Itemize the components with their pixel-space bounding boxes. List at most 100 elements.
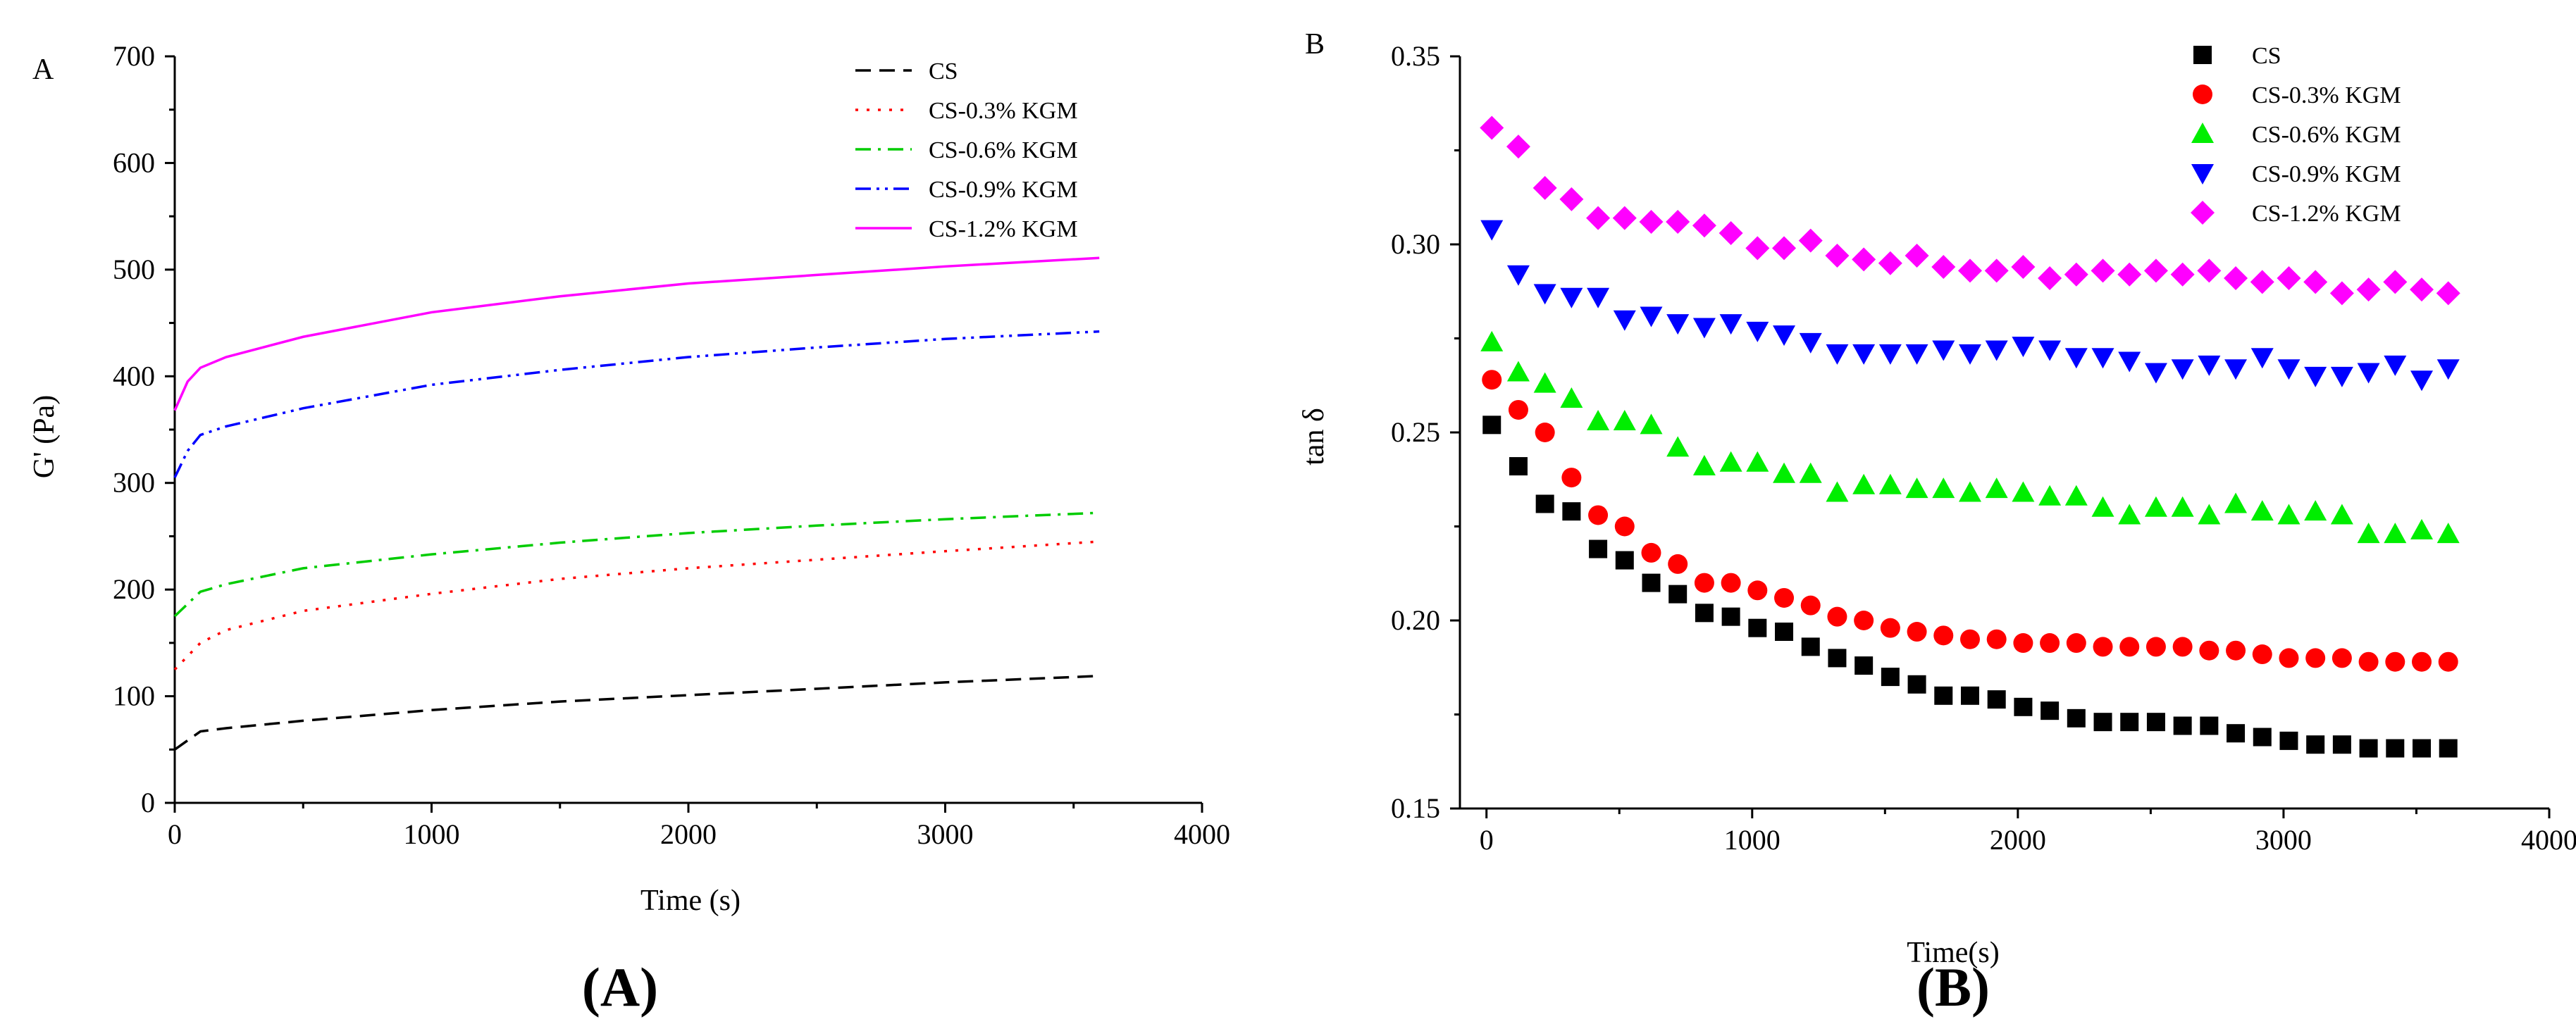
panel-b-data-point: [2384, 523, 2407, 544]
panel-a-x-tick-label: 3000: [917, 818, 974, 850]
panel-b-data-point: [1907, 622, 1927, 642]
panel-b-data-point: [2041, 701, 2060, 720]
panel-b-data-point: [1748, 618, 1767, 637]
panel-b-data-point: [1800, 595, 1821, 616]
panel-b-legend-label: CS: [2252, 43, 2281, 69]
panel-b-data-point: [1878, 251, 1902, 275]
panel-b-data-point: [1692, 213, 1716, 238]
panel-b-data-point: [1535, 423, 1555, 442]
panel-b-data-point: [1692, 455, 1716, 476]
panel-b-data-point: [1799, 332, 1822, 354]
panel-b-data-point: [2357, 363, 2380, 384]
panel-b-data-point: [2118, 351, 2141, 373]
panel-b-data-point: [1827, 606, 1847, 627]
panel-b-data-point: [2172, 637, 2193, 657]
panel-b-data-point: [2143, 258, 2168, 283]
panel-b-data-point: [2277, 359, 2301, 380]
panel-b-data-point: [1984, 258, 2009, 283]
panel-a-y-tick-label: 600: [113, 146, 155, 178]
panel-b-data-point: [1774, 587, 1795, 608]
panel-b-data-point: [1614, 516, 1635, 537]
panel-b-data-point: [1640, 413, 1663, 435]
panel-a-legend: CS CS-0.3% KGM CS-0.6% KGM CS-0.9% KGM CS-1.…: [855, 58, 1078, 242]
panel-b-legend-label: CS-0.6% KGM: [2252, 122, 2401, 148]
panel-b-y-tick-label: 0.30: [1391, 228, 1440, 260]
panel-b-data-point: [2198, 504, 2221, 525]
panel-b-data-point: [1745, 236, 1770, 261]
panel-b-data-point: [2038, 485, 2062, 506]
panel-b-data-point: [1880, 618, 1900, 638]
panel-a-y-tick-label: 700: [113, 40, 155, 72]
panel-a-series-line: [173, 540, 1100, 670]
panel-b-data-point: [1668, 554, 1688, 574]
panel-b-axes: 0 1000 2000 3000 4000 0.15 0.20 0.25 0.30 0.35: [1391, 40, 2576, 856]
panel-b-data-point: [2118, 504, 2141, 525]
panel-b-data-point: [2252, 644, 2272, 665]
panel-b-data-point: [2329, 281, 2354, 306]
panel-b-data-point: [1931, 255, 1956, 280]
panel-b-data-point: [2305, 648, 2326, 668]
panel-b-data-point: [2436, 281, 2460, 306]
panel-b-legend-label: CS-1.2% KGM: [2252, 201, 2401, 227]
panel-b-data-point: [2064, 485, 2088, 506]
panel-b-data-point: [1932, 477, 1955, 499]
panel-b-legend-label: CS-0.3% KGM: [2252, 82, 2401, 108]
panel-b-data-point: [1587, 287, 1610, 308]
panel-b-data-point: [2410, 370, 2434, 392]
panel-b-legend-marker: [2193, 85, 2212, 104]
panel-b-data-point: [2332, 735, 2351, 754]
panel-b-data-point: [1985, 340, 2008, 361]
panel-b-data-point: [2199, 640, 2219, 661]
panel-a-x-tick-label: 4000: [1174, 818, 1230, 850]
panel-b-data-point: [1773, 325, 1796, 346]
panel-b-data-point: [2226, 640, 2246, 661]
panel-b-data-point: [2064, 348, 2088, 369]
panel-b-data-point: [2330, 504, 2353, 525]
panel-a-x-axis-title: Time (s): [640, 885, 741, 917]
panel-b-data-point: [2119, 637, 2140, 657]
panel-b-data-point: [1854, 611, 1874, 630]
panel-b-data-point: [1878, 473, 1902, 494]
panel-b-data-point: [1985, 477, 2008, 499]
panel-b-data-point: [2144, 496, 2167, 517]
panel-b-data-point: [1694, 573, 1714, 593]
panel-b-data-point: [1560, 387, 1583, 408]
panel-b-data-point: [1958, 481, 1981, 502]
panel-b-legend-label: CS-0.9% KGM: [2252, 161, 2401, 187]
panel-b-data-point: [2330, 366, 2353, 387]
panel-b-data-point: [1959, 629, 1980, 649]
panel-b-data-point: [2279, 648, 2299, 668]
panel-b-data-point: [2064, 262, 2088, 287]
panel-b-data-point: [2303, 270, 2328, 294]
panel-a-series: [173, 256, 1100, 751]
panel-b-chart: B 0 1000 2000 3000 40000.150.200.250.300.35 …: [1298, 28, 2576, 1018]
panel-b-data-point: [1668, 585, 1688, 604]
panel-b-data-point: [1640, 306, 1663, 327]
panel-a-series-line: [173, 256, 1100, 411]
panel-b-data-point: [2277, 266, 2301, 291]
panel-b-data-point: [1986, 629, 2007, 649]
panel-b-data-point: [1772, 236, 1797, 261]
panel-b-data-point: [2067, 708, 2086, 728]
panel-b-data-point: [1798, 228, 1823, 253]
panel-a-y-tick-label: 200: [113, 573, 155, 605]
panel-b-data-point: [2332, 648, 2352, 668]
panel-b-data-point: [2093, 637, 2113, 657]
panel-b-data-point: [2091, 496, 2114, 517]
panel-b-data-point: [1905, 244, 1929, 268]
panel-b-data-point: [2013, 633, 2033, 654]
panel-b-data-point: [2250, 270, 2274, 294]
panel-b-x-tick-label: 3000: [2255, 824, 2312, 856]
panel-b-data-point: [1535, 494, 1554, 513]
panel-b-data-point: [1666, 314, 1690, 335]
panel-b-data-point: [2040, 633, 2060, 654]
panel-b-data-point: [1746, 451, 1769, 472]
panel-b-data-point: [2412, 651, 2432, 672]
panel-b-data-point: [1828, 649, 1847, 668]
panel-a-legend-label: CS-1.2% KGM: [929, 216, 1078, 242]
panel-b-data-point: [1508, 399, 1528, 420]
panel-b-data-point: [1881, 668, 1900, 687]
panel-b-data-point: [1533, 372, 1556, 393]
panel-b-data-point: [1933, 625, 1954, 646]
panel-b-data-point: [1562, 502, 1581, 521]
